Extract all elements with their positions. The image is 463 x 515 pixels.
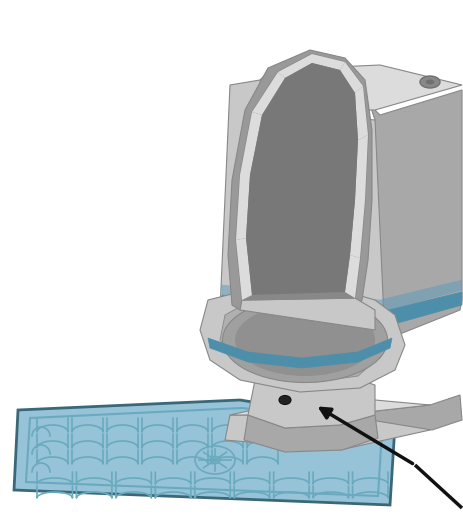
Polygon shape (221, 280, 461, 312)
Polygon shape (244, 415, 377, 452)
Polygon shape (354, 86, 367, 140)
Polygon shape (230, 395, 429, 415)
Polygon shape (239, 305, 324, 345)
Ellipse shape (260, 322, 269, 328)
Polygon shape (225, 405, 429, 450)
Polygon shape (247, 372, 374, 428)
Polygon shape (207, 338, 391, 368)
Polygon shape (251, 72, 284, 115)
Polygon shape (236, 175, 250, 240)
Polygon shape (14, 400, 394, 505)
Polygon shape (369, 90, 461, 340)
Polygon shape (236, 238, 251, 300)
Polygon shape (236, 54, 367, 300)
Polygon shape (344, 255, 359, 298)
Polygon shape (219, 80, 384, 340)
Polygon shape (255, 346, 379, 374)
Ellipse shape (419, 76, 439, 88)
Polygon shape (245, 63, 357, 295)
Ellipse shape (250, 325, 258, 331)
Polygon shape (354, 135, 367, 200)
Polygon shape (339, 62, 362, 93)
Polygon shape (339, 395, 461, 430)
Ellipse shape (424, 79, 434, 85)
Polygon shape (277, 54, 311, 78)
Polygon shape (227, 50, 371, 310)
Polygon shape (221, 292, 461, 328)
Polygon shape (239, 112, 262, 175)
Polygon shape (26, 408, 381, 496)
Polygon shape (259, 65, 461, 110)
Polygon shape (349, 200, 364, 258)
Polygon shape (219, 295, 382, 382)
Ellipse shape (234, 304, 374, 376)
Polygon shape (200, 285, 404, 392)
Ellipse shape (278, 396, 290, 404)
Ellipse shape (222, 298, 387, 383)
Polygon shape (239, 298, 374, 330)
Polygon shape (311, 54, 344, 70)
Ellipse shape (250, 315, 258, 321)
